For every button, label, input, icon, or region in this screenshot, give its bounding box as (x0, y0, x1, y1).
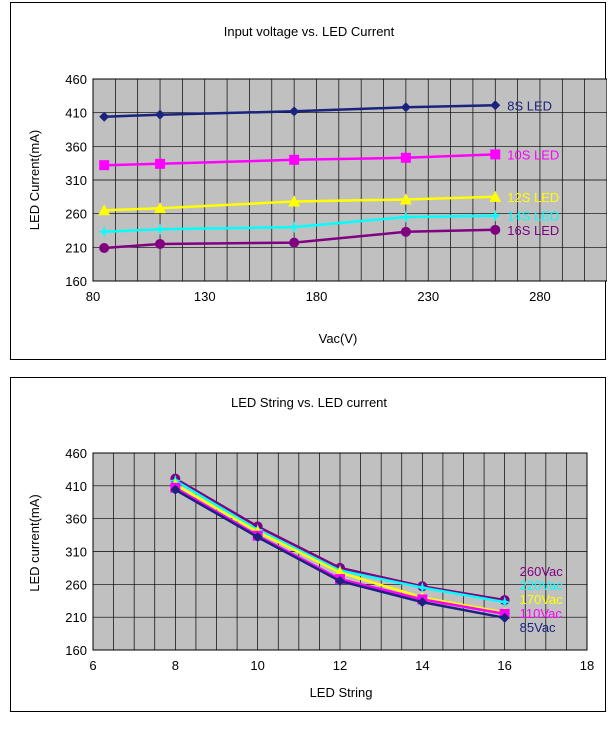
data-point (400, 226, 411, 237)
x-tick-label: 130 (194, 289, 216, 304)
data-point (399, 193, 412, 205)
data-point (490, 149, 501, 160)
y-axis-title: LED current(mA) (27, 494, 42, 592)
data-point (155, 158, 166, 169)
y-tick-label: 260 (65, 207, 87, 222)
y-tick-label: 310 (65, 173, 87, 188)
y-tick-label: 410 (65, 106, 87, 121)
series-85vac (170, 484, 510, 623)
data-point (490, 100, 501, 111)
y-tick-label: 460 (65, 446, 87, 461)
series-12s-led (98, 190, 502, 216)
chart-title: Input voltage vs. LED Current (224, 24, 395, 39)
y-tick-label: 160 (65, 643, 87, 658)
y-tick-label: 260 (65, 577, 87, 592)
data-point (288, 221, 301, 234)
data-point (289, 106, 300, 117)
data-point (99, 111, 110, 122)
series-label: 12S LED (507, 190, 559, 205)
data-point (170, 484, 181, 495)
x-tick-label: 180 (306, 289, 328, 304)
chart-input-voltage-vs-led-current: Input voltage vs. LED Current Vac(V) LED… (27, 24, 607, 346)
series-8s-led (99, 100, 501, 122)
data-point (98, 225, 111, 238)
data-point (155, 238, 166, 249)
data-point (335, 576, 345, 587)
y-tick-label: 410 (65, 479, 87, 494)
series-label: 85Vac (520, 620, 556, 635)
y-tick-label: 210 (65, 610, 87, 625)
data-point (490, 224, 501, 235)
data-point (99, 160, 110, 171)
data-point (154, 223, 166, 236)
gridlines (92, 452, 588, 651)
y-tick-label: 460 (65, 72, 87, 87)
data-point (155, 109, 166, 120)
x-tick-label: 6 (89, 658, 96, 673)
series-label: 8S LED (507, 98, 552, 113)
series-label: 260Vac (520, 564, 564, 579)
data-point (400, 102, 411, 113)
series-label: 16S LED (507, 223, 559, 238)
data-point (489, 209, 502, 222)
data-point (489, 190, 502, 202)
series-14s-led (98, 209, 502, 238)
chart-panel-input-voltage: Input voltage vs. LED Current Vac(V) LED… (10, 2, 607, 360)
data-point (399, 211, 412, 223)
series-10s-led (99, 149, 501, 171)
data-point (252, 532, 263, 543)
data-point (289, 237, 300, 248)
chart-led-string-vs-led-current: LED String vs. LED current LED String LE… (27, 395, 594, 700)
x-tick-label: 280 (529, 289, 551, 304)
x-tick-label: 230 (417, 289, 439, 304)
data-point (288, 195, 301, 207)
y-tick-label: 310 (65, 545, 87, 560)
x-tick-label: 14 (415, 658, 429, 673)
y-axis-title: LED Current(mA) (27, 130, 42, 230)
series-label: 10S LED (507, 147, 559, 162)
data-point (499, 612, 510, 623)
data-point (98, 204, 111, 216)
series-label: 170Vac (520, 592, 564, 607)
y-tick-label: 360 (65, 139, 87, 154)
series-label: 14S LED (507, 209, 559, 224)
x-tick-label: 8 (172, 658, 179, 673)
data-point (416, 581, 429, 594)
x-tick-label: 80 (86, 289, 100, 304)
data-point (400, 152, 411, 163)
x-tick-label: 12 (333, 658, 347, 673)
series-16s-led (99, 224, 501, 254)
x-tick-label: 16 (497, 658, 511, 673)
data-point (99, 243, 110, 254)
x-tick-label: 10 (250, 658, 264, 673)
chart-panel-led-string: LED String vs. LED current LED String LE… (10, 377, 606, 712)
data-point (289, 154, 300, 165)
data-point (498, 596, 511, 609)
series-label: 110Vac (520, 606, 563, 621)
series-label: 220Vac (520, 578, 564, 593)
data-point (154, 202, 167, 214)
x-tick-label: 18 (580, 658, 594, 673)
data-point (417, 597, 428, 608)
x-axis-title: LED String (310, 685, 373, 700)
y-tick-label: 210 (65, 240, 87, 255)
y-tick-label: 360 (65, 512, 87, 527)
chart-title: LED String vs. LED current (231, 395, 387, 410)
y-tick-label: 160 (65, 274, 87, 289)
x-axis-title: Vac(V) (319, 331, 358, 346)
